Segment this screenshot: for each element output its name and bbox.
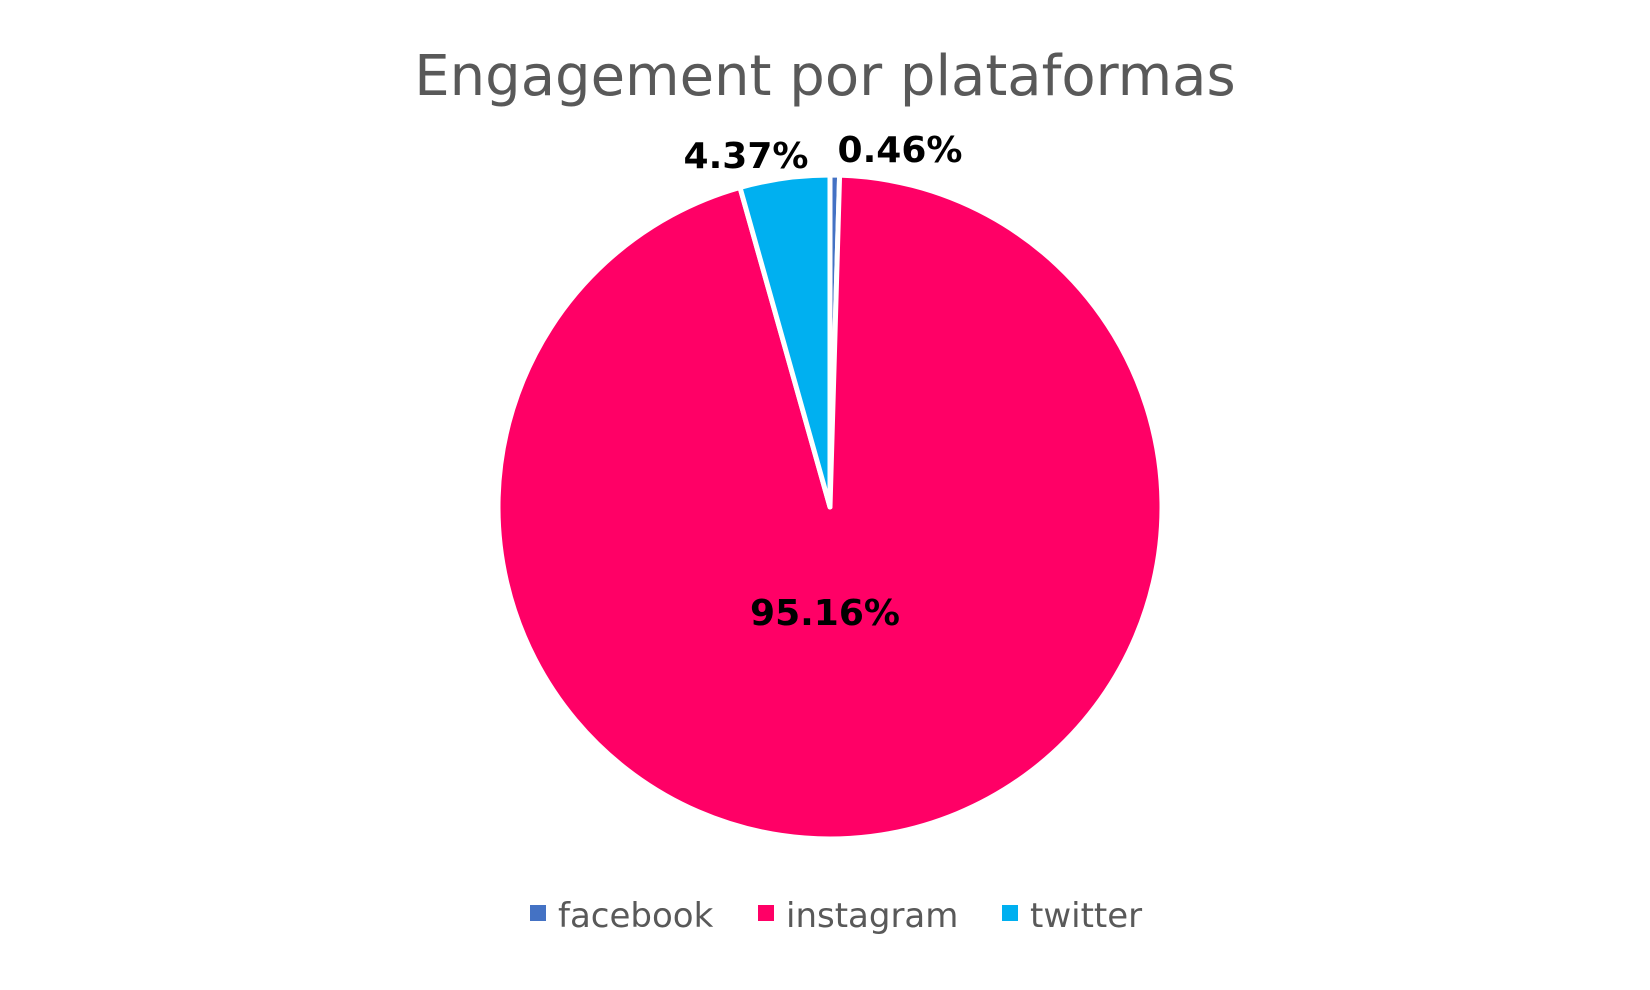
chart-title: Engagement por plataformas bbox=[414, 44, 1235, 109]
legend-swatch-facebook bbox=[530, 905, 546, 921]
legend-swatch-twitter bbox=[1002, 905, 1018, 921]
legend: facebook instagram twitter bbox=[530, 896, 1142, 936]
data-labels: 0.46% 95.16% 4.37% bbox=[684, 130, 963, 634]
pie-slices bbox=[495, 172, 1165, 842]
data-label-instagram: 95.16% bbox=[750, 593, 900, 634]
pie-slice-twitter bbox=[737, 172, 833, 510]
data-label-twitter: 4.37% bbox=[684, 136, 809, 177]
legend-swatch-instagram bbox=[758, 905, 774, 921]
legend-label-instagram: instagram bbox=[786, 896, 958, 936]
legend-label-twitter: twitter bbox=[1030, 896, 1142, 936]
legend-label-facebook: facebook bbox=[558, 896, 714, 936]
data-label-facebook: 0.46% bbox=[838, 130, 963, 171]
